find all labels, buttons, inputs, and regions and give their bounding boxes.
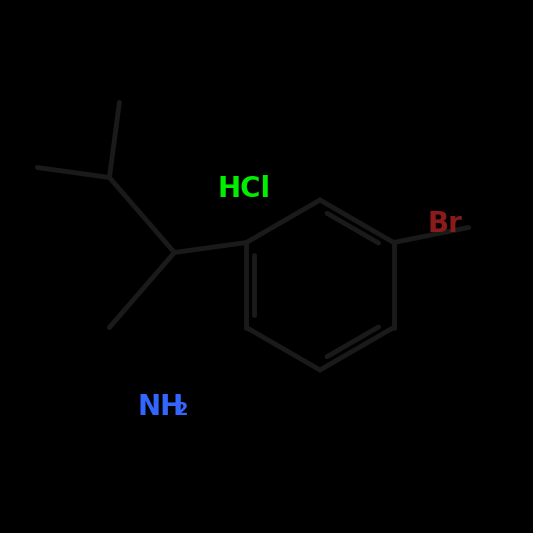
Text: 2: 2 bbox=[176, 401, 189, 419]
Text: NH: NH bbox=[138, 393, 184, 421]
Text: Br: Br bbox=[427, 210, 462, 238]
Text: HCl: HCl bbox=[218, 175, 271, 203]
